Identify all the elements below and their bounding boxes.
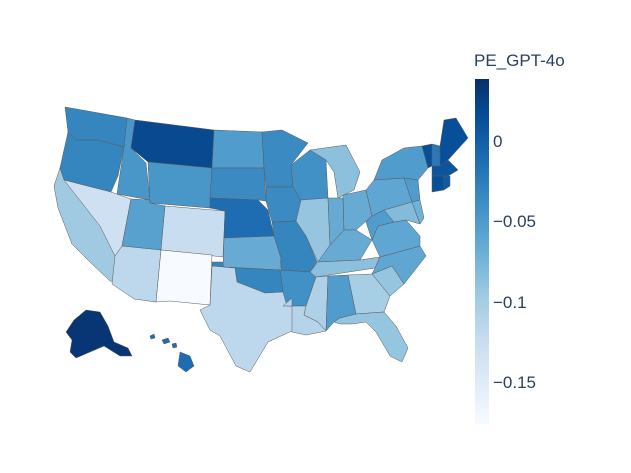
state-ks — [222, 235, 282, 271]
state-wy — [147, 161, 213, 209]
state-sd — [209, 167, 267, 202]
state-ny — [373, 145, 429, 181]
state-ia — [265, 186, 302, 223]
state-co — [160, 205, 226, 258]
colorbar-tick-label: −0.1 — [493, 292, 527, 312]
state-nh — [431, 143, 441, 167]
state-ct — [431, 175, 445, 193]
state-nd — [211, 129, 265, 169]
state-ga — [347, 273, 391, 315]
state-nm — [155, 249, 213, 306]
state-hi-island-3 — [171, 342, 178, 349]
state-mi — [309, 144, 361, 199]
colorbar-tick-label: −0.05 — [493, 212, 537, 232]
state-az — [111, 245, 162, 303]
state-md — [383, 201, 421, 225]
state-me — [439, 117, 469, 167]
colorbar-tick-label: 0 — [493, 132, 503, 152]
state-tx — [199, 265, 295, 373]
colorbar-title: PE_GPT-4o — [474, 51, 565, 70]
colorbar-gradient — [474, 78, 490, 425]
state-hi — [177, 351, 195, 373]
state-oh — [342, 189, 373, 231]
colorbar-tick-label: −0.15 — [493, 372, 537, 392]
state-ak — [65, 309, 133, 359]
state-hi-island-2 — [161, 337, 171, 345]
state-hi-island-1 — [149, 333, 156, 340]
state-ri — [443, 175, 451, 191]
state-fl — [333, 311, 409, 363]
